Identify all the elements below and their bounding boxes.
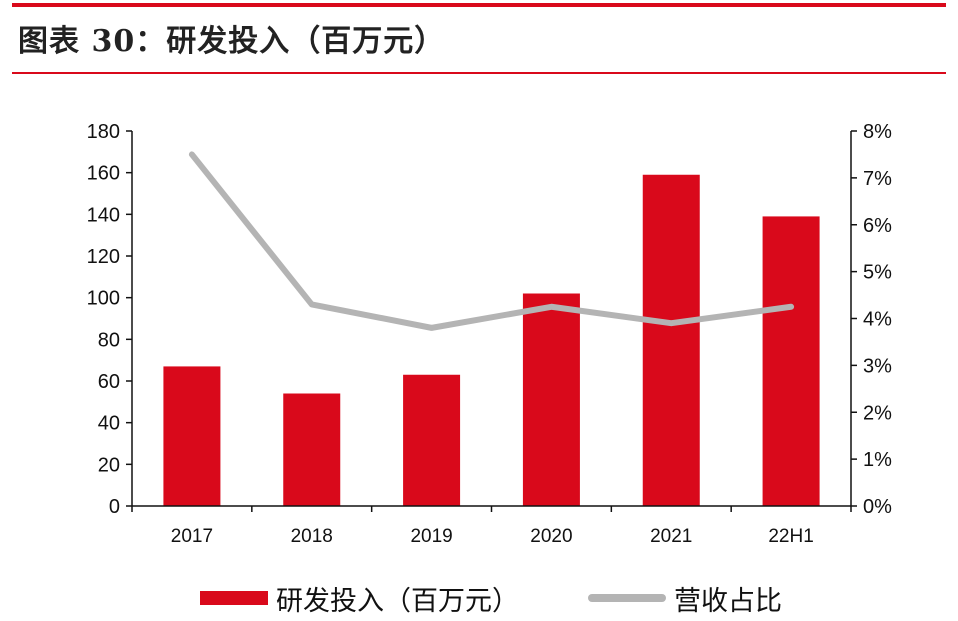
y-left-tick-label: 40 <box>98 413 120 435</box>
y-left-tick-label: 160 <box>87 163 120 185</box>
legend-swatch-line <box>588 594 666 602</box>
top-rule <box>12 3 946 7</box>
y-left-tick-label: 180 <box>87 121 120 143</box>
y-left-tick-label: 20 <box>98 454 120 476</box>
y-left-tick-label: 60 <box>98 371 120 393</box>
x-tick-label: 2021 <box>650 526 692 547</box>
y-left-tick-label: 140 <box>87 204 120 226</box>
y-right-tick-label: 1% <box>863 449 892 471</box>
y-right-tick-label: 8% <box>863 121 892 143</box>
legend-swatch-bar <box>200 591 268 605</box>
y-right-tick-label: 4% <box>863 309 892 331</box>
x-tick-label: 2018 <box>291 526 333 547</box>
bar <box>283 393 341 506</box>
header-rule <box>12 72 946 74</box>
y-left-tick-label: 0 <box>109 496 120 518</box>
y-left-tick-label: 120 <box>87 246 120 268</box>
x-tick-label: 22H1 <box>768 526 813 547</box>
y-left-tick-label: 80 <box>98 329 120 351</box>
y-right-tick-label: 5% <box>863 262 892 284</box>
x-tick-label: 2020 <box>530 526 572 547</box>
legend-label-bar: 研发投入（百万元） <box>276 585 519 617</box>
y-right-tick-label: 7% <box>863 168 892 190</box>
y-left-tick-label: 100 <box>87 288 120 310</box>
x-tick-label: 2017 <box>171 526 213 547</box>
x-tick-label: 2019 <box>410 526 452 547</box>
legend-item-bar: 研发投入（百万元） <box>200 578 519 618</box>
page-title: 图表 30：研发投入（百万元） <box>18 24 446 59</box>
legend: 研发投入（百万元） 营收占比 <box>0 578 958 618</box>
y-right-tick-label: 6% <box>863 215 892 237</box>
y-right-tick-label: 0% <box>863 496 892 518</box>
bar <box>403 374 461 506</box>
bar <box>522 293 580 506</box>
y-right-tick-label: 3% <box>863 355 892 377</box>
bar <box>762 216 820 506</box>
y-right-tick-label: 2% <box>863 402 892 424</box>
line-series <box>188 151 795 331</box>
bar <box>163 366 221 506</box>
legend-label-line: 营收占比 <box>674 585 782 617</box>
legend-item-line: 营收占比 <box>588 578 782 618</box>
bar <box>642 174 700 506</box>
